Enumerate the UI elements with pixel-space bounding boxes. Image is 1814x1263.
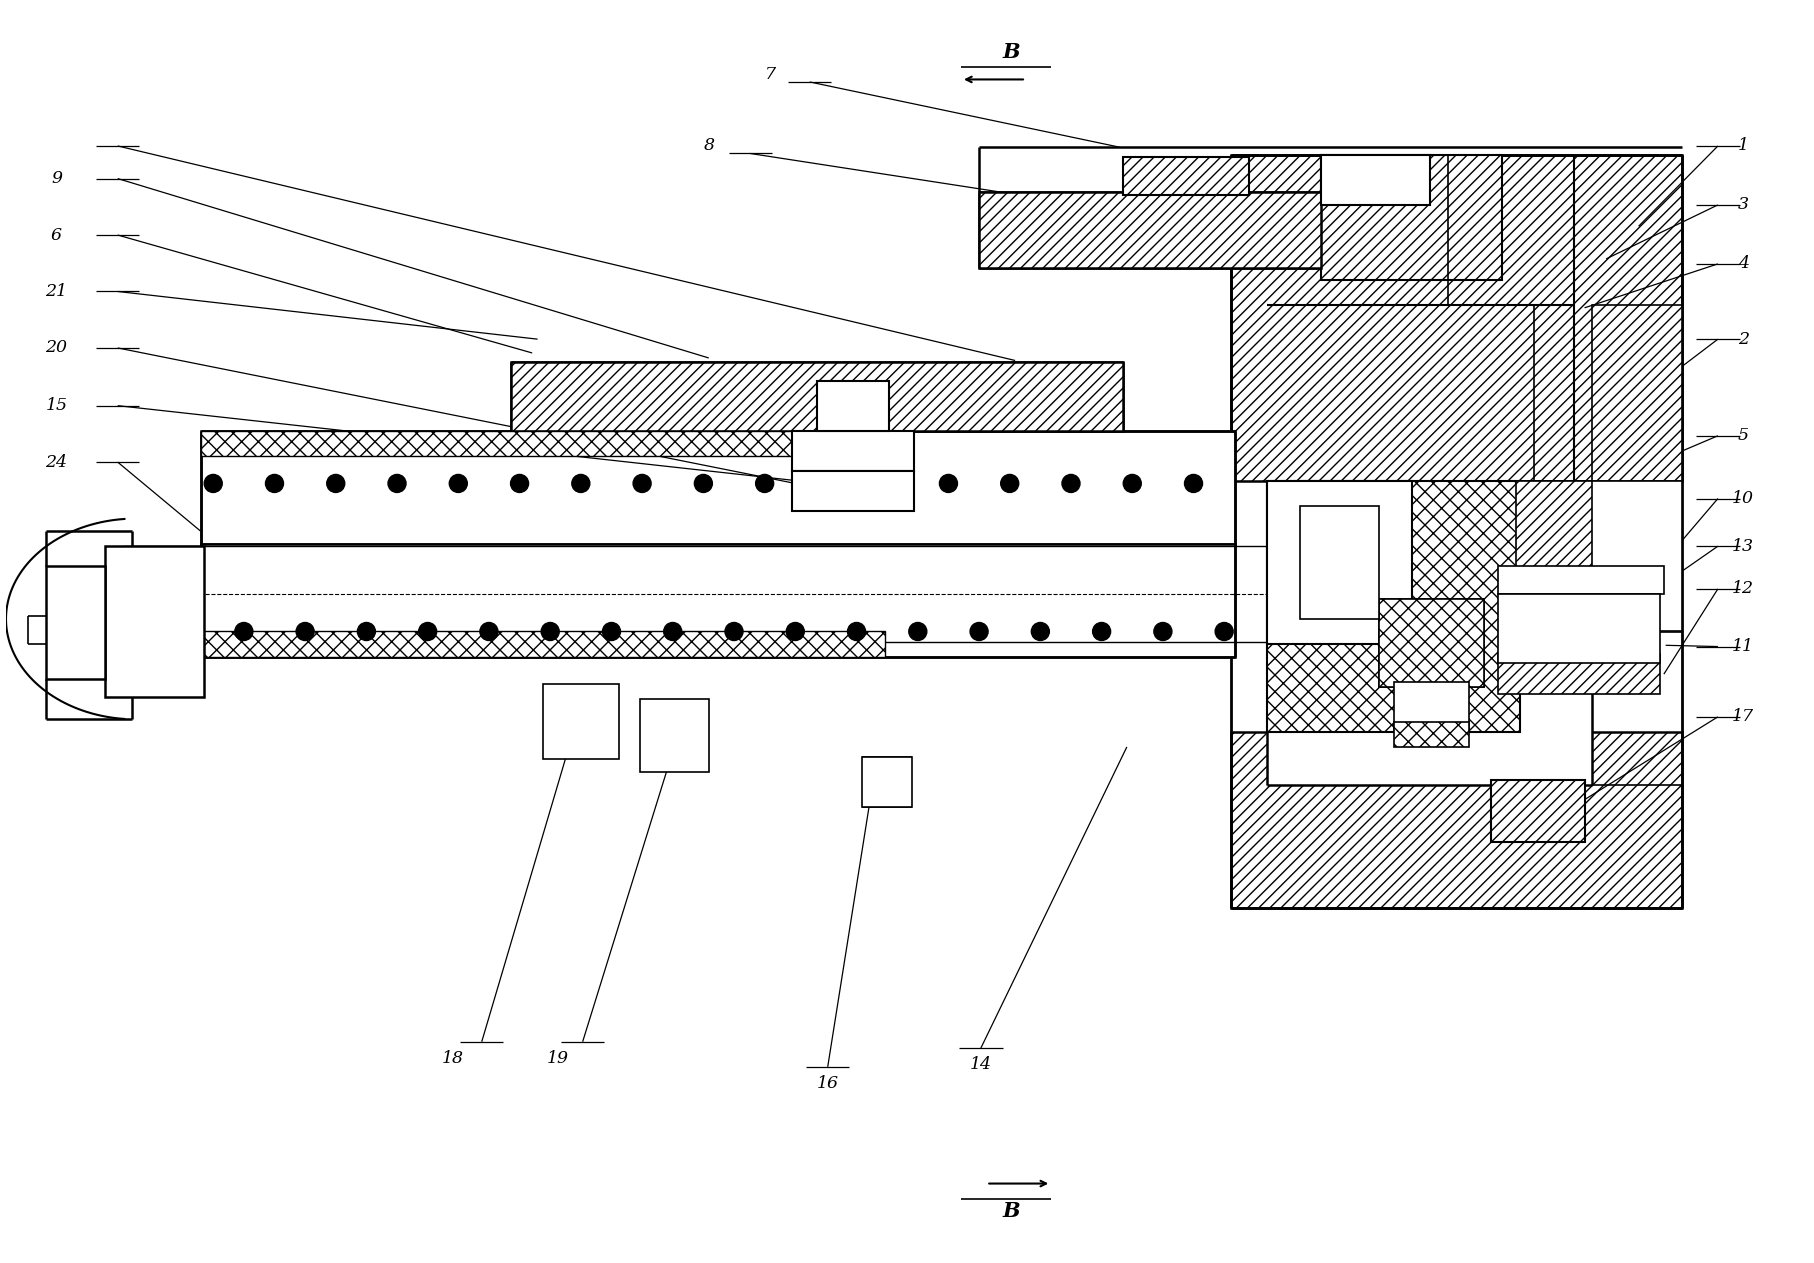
Circle shape (296, 623, 314, 640)
Circle shape (602, 623, 620, 640)
Circle shape (234, 623, 252, 640)
Bar (1591, 481, 1682, 632)
Circle shape (1061, 475, 1079, 493)
Text: B: B (1003, 42, 1019, 62)
Circle shape (357, 623, 375, 640)
Bar (1123, 157, 1250, 195)
Circle shape (541, 623, 559, 640)
Circle shape (388, 475, 406, 493)
Text: 16: 16 (816, 1075, 838, 1091)
Circle shape (756, 475, 773, 493)
Bar (201, 431, 885, 456)
Text: 8: 8 (704, 138, 715, 154)
Bar (1517, 481, 1645, 568)
Text: 9: 9 (51, 171, 62, 187)
Text: 20: 20 (45, 340, 67, 356)
Bar (791, 431, 914, 471)
Bar (105, 546, 205, 697)
Circle shape (1185, 475, 1203, 493)
Circle shape (695, 475, 713, 493)
Bar (1393, 722, 1469, 746)
Circle shape (419, 623, 437, 640)
Text: 14: 14 (970, 1056, 992, 1072)
Circle shape (847, 623, 865, 640)
Circle shape (1215, 623, 1234, 640)
Bar (791, 471, 914, 512)
Circle shape (481, 623, 497, 640)
Text: 2: 2 (1738, 331, 1749, 347)
Circle shape (909, 623, 927, 640)
Text: 24: 24 (45, 453, 67, 471)
Bar (1491, 779, 1585, 842)
Bar (542, 685, 619, 759)
Text: 18: 18 (443, 1050, 464, 1066)
Bar (1232, 731, 1682, 908)
Bar (1498, 654, 1660, 695)
Circle shape (571, 475, 590, 493)
Text: 1: 1 (1738, 138, 1749, 154)
Bar (980, 192, 1321, 268)
Bar (1379, 599, 1484, 687)
Bar (45, 566, 105, 679)
Text: 4: 4 (1738, 255, 1749, 273)
Circle shape (785, 623, 804, 640)
Bar (510, 361, 1123, 431)
Bar (1393, 682, 1469, 731)
Circle shape (450, 475, 468, 493)
Bar (862, 757, 912, 807)
Bar (1498, 594, 1660, 663)
Bar (1321, 155, 1429, 205)
Bar (201, 431, 1235, 543)
Text: 17: 17 (1732, 709, 1754, 725)
Text: 19: 19 (546, 1050, 568, 1066)
Bar (816, 380, 889, 431)
Bar (640, 700, 709, 772)
Bar (201, 543, 1235, 657)
Circle shape (510, 475, 528, 493)
Bar (1268, 481, 1520, 731)
Circle shape (1123, 475, 1141, 493)
Text: 7: 7 (764, 66, 776, 83)
Circle shape (726, 623, 744, 640)
Bar (1268, 481, 1411, 644)
Circle shape (327, 475, 345, 493)
Text: 5: 5 (1738, 427, 1749, 445)
Text: 3: 3 (1738, 197, 1749, 213)
Circle shape (205, 475, 223, 493)
Text: 11: 11 (1732, 638, 1754, 655)
Circle shape (878, 475, 896, 493)
Text: 12: 12 (1732, 580, 1754, 597)
Bar (1591, 306, 1682, 481)
Bar (1232, 155, 1682, 481)
Bar (201, 632, 885, 657)
Text: 13: 13 (1732, 538, 1754, 554)
Circle shape (1001, 475, 1019, 493)
Circle shape (1154, 623, 1172, 640)
Bar (1268, 481, 1591, 784)
Circle shape (664, 623, 682, 640)
Circle shape (970, 623, 989, 640)
Text: 21: 21 (45, 283, 67, 301)
Bar (1498, 566, 1663, 594)
Circle shape (1032, 623, 1048, 640)
Bar (1301, 506, 1379, 619)
Circle shape (940, 475, 958, 493)
Circle shape (816, 475, 834, 493)
Circle shape (265, 475, 283, 493)
Text: 15: 15 (45, 397, 67, 414)
Bar (1321, 155, 1502, 280)
Text: 6: 6 (51, 226, 62, 244)
Text: 10: 10 (1732, 490, 1754, 506)
Bar (1379, 599, 1484, 687)
Text: B: B (1003, 1201, 1019, 1221)
Circle shape (1092, 623, 1110, 640)
Circle shape (633, 475, 651, 493)
